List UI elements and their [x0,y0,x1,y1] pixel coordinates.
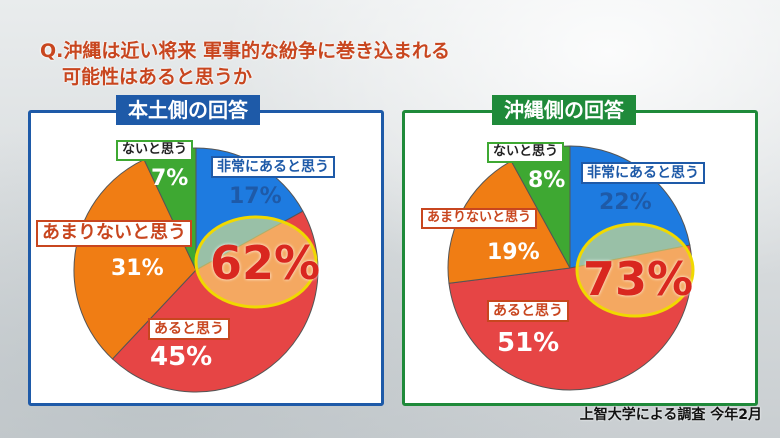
question-title: Q.沖縄は近い将来 軍事的な紛争に巻き込まれる 可能性はあると思うか [40,38,450,90]
okinawa-highlight-ellipse [575,222,695,318]
question-line-2: 可能性はあると思うか [62,66,253,88]
okinawa-label-yes: あると思う [487,300,569,323]
mainland-pct-not-much: 31% [111,256,164,281]
okinawa-panel-title: 沖縄側の回答 [492,95,636,125]
okinawa-label-very: 非常にあると思う [581,162,705,185]
okinawa-pct-not-much: 19% [487,240,540,265]
question-line-1: Q.沖縄は近い将来 軍事的な紛争に巻き込まれる [40,40,450,62]
mainland-panel-title: 本土側の回答 [116,95,260,125]
mainland-pct-no: 7% [151,166,189,191]
okinawa-highlight-total: 73% [583,252,694,306]
mainland-pct-yes: 45% [150,342,213,372]
mainland-label-yes: あると思う [148,318,230,341]
mainland-slice-not-much [73,158,197,360]
mainland-label-no: ないと思う [116,140,194,161]
okinawa-pct-yes: 51% [497,328,560,358]
mainland-label-very: 非常にあると思う [211,156,335,179]
okinawa-label-no: ないと思う [487,142,565,163]
mainland-pct-very: 17% [229,184,282,209]
source-note: 上智大学による調査 今年2月 [579,407,762,423]
mainland-highlight-ellipse [194,215,318,309]
mainland-highlight-total: 62% [210,236,321,290]
okinawa-label-not-much: あまりないと思う [421,208,538,229]
mainland-label-not-much: あまりないと思う [36,220,192,247]
okinawa-pct-no: 8% [528,168,566,193]
okinawa-pct-very: 22% [599,190,652,215]
